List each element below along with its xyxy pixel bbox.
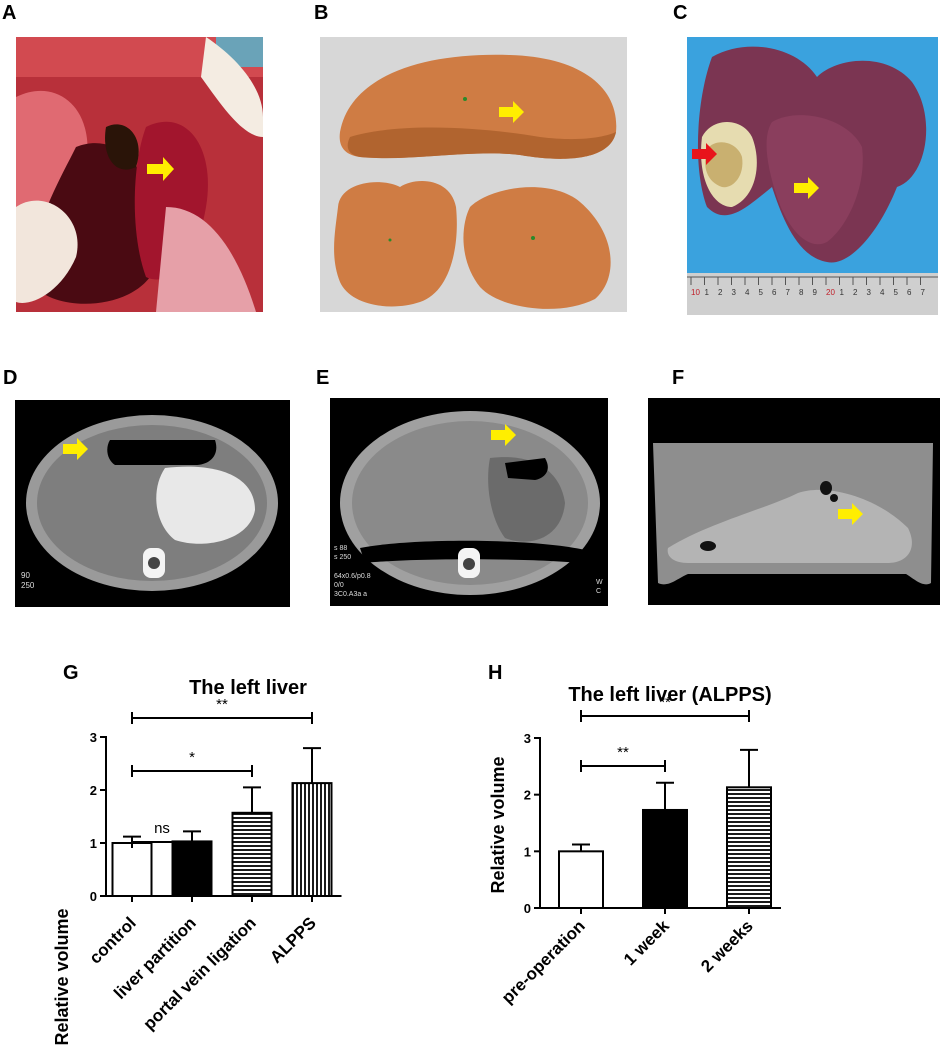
yellow-arrow-icon <box>147 157 174 181</box>
x-tick-label: portal vein ligation <box>140 913 260 1033</box>
ruler-label: 1 <box>705 288 710 297</box>
significance-label: ns <box>154 820 170 837</box>
bar <box>291 782 333 897</box>
svg-text:s 88: s 88 <box>334 545 347 552</box>
significance-label: ** <box>617 744 629 761</box>
panel-label-d: D <box>3 367 18 389</box>
significance-label: ** <box>659 694 671 711</box>
significance-label: * <box>189 749 195 766</box>
ruler-label: 9 <box>813 288 818 297</box>
y-tick-label: 2 <box>524 788 531 803</box>
y-tick-label: 3 <box>90 730 97 745</box>
ruler-label: 20 <box>826 288 835 297</box>
svg-text:64x0.6/p0.8: 64x0.6/p0.8 <box>334 573 371 580</box>
bar-chart-left-liver-alpps: The left liver (ALPPS) Relative volume 0… <box>488 684 781 1007</box>
y-tick-label: 1 <box>524 844 531 859</box>
panel-label-f: F <box>672 367 685 389</box>
y-tick-label: 2 <box>90 783 97 798</box>
ruler-label: 4 <box>880 288 885 297</box>
ct-scan-d: 90 250 <box>15 400 290 607</box>
ruler-label: 3 <box>732 288 737 297</box>
x-tick-label: ALPPS <box>266 913 320 967</box>
svg-text:3C0.A3a a: 3C0.A3a a <box>334 591 367 598</box>
ruler-label: 10 <box>691 288 700 297</box>
svg-text:s 250: s 250 <box>334 554 351 561</box>
bar <box>111 842 153 897</box>
ruler-label: 6 <box>907 288 912 297</box>
chart-title: The left liver <box>189 677 307 699</box>
panel-label-b: B <box>314 2 329 24</box>
ct-overlay-text: 90 <box>21 571 30 580</box>
y-tick-label: 0 <box>90 889 97 904</box>
ruler-label: 1 <box>840 288 845 297</box>
bar <box>558 850 604 909</box>
bar <box>171 840 213 898</box>
bar <box>726 786 772 909</box>
yellow-arrow-icon <box>63 438 88 460</box>
bar <box>642 808 688 909</box>
chart-title: The left liver (ALPPS) <box>568 684 771 706</box>
svg-text:0/0: 0/0 <box>334 582 344 589</box>
liver-3d-reconstruction <box>320 37 627 312</box>
ruler-label: 3 <box>867 288 872 297</box>
panel-label-e: E <box>316 367 330 389</box>
ruler-label: 5 <box>894 288 899 297</box>
ruler-label: 2 <box>853 288 858 297</box>
yellow-arrow-icon <box>794 177 819 199</box>
ruler-label: 2 <box>718 288 723 297</box>
yellow-arrow-icon <box>491 424 516 446</box>
y-tick-label: 3 <box>524 731 531 746</box>
y-axis-label: Relative volume <box>488 756 508 893</box>
svg-text:C: C <box>596 588 601 595</box>
x-tick-label: pre-operation <box>498 916 589 1007</box>
y-tick-label: 1 <box>90 836 97 851</box>
ruler-label: 7 <box>921 288 926 297</box>
panel-label-c: C <box>673 2 688 24</box>
resected-liver-photo: 10 1 2 3 4 5 6 7 8 9 20 1 2 3 4 5 6 7 <box>687 37 938 315</box>
ruler-label: 4 <box>745 288 750 297</box>
red-arrow-icon <box>692 143 717 165</box>
significance-label: ** <box>216 696 228 713</box>
panel-label-g: G <box>63 662 79 684</box>
panel-label-h: H <box>488 662 503 684</box>
panel-label-a: A <box>2 2 17 24</box>
ct-scan-e: s 88 s 250 64x0.6/p0.8 0/0 3C0.A3a a W C <box>330 398 608 606</box>
y-tick-label: 0 <box>524 901 531 916</box>
ruler-label: 7 <box>786 288 791 297</box>
x-tick-label: control <box>86 913 140 967</box>
ruler-label: 6 <box>772 288 777 297</box>
svg-text:W: W <box>596 579 603 586</box>
x-tick-label: 1 week <box>620 916 673 969</box>
yellow-arrow-icon <box>838 503 863 525</box>
bar-chart-left-liver: The left liver Relative volume 0 1 2 3 contr… <box>52 677 342 1045</box>
svg-text:250: 250 <box>21 581 35 590</box>
bar <box>231 811 273 897</box>
ct-scan-f <box>648 398 940 605</box>
y-axis-label: Relative volume <box>52 908 72 1045</box>
surgical-photo <box>16 37 263 312</box>
x-tick-label: 2 weeks <box>697 916 757 976</box>
yellow-arrow-icon <box>499 101 524 123</box>
ruler-label: 8 <box>799 288 804 297</box>
ruler-label: 5 <box>759 288 764 297</box>
